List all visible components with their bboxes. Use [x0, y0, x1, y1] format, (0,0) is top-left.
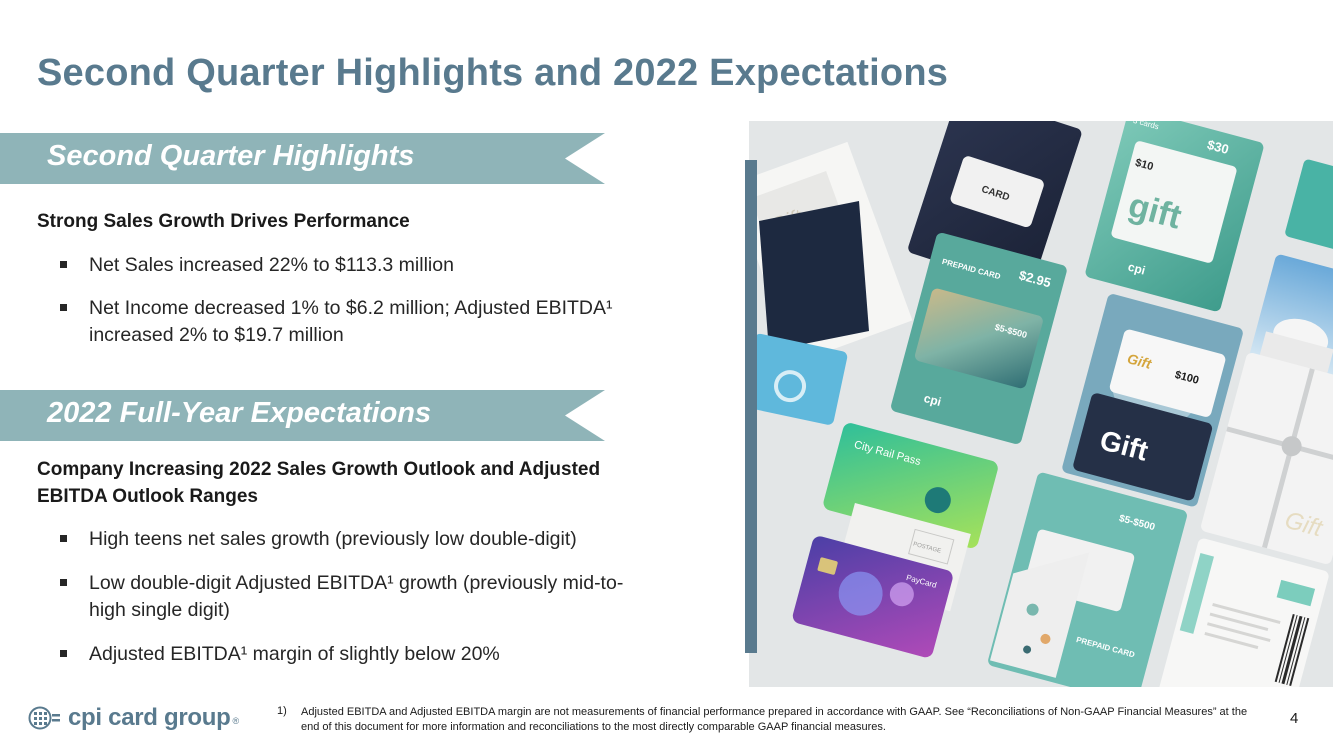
banner-title: 2022 Full-Year Expectations	[47, 397, 432, 429]
logo-text: cpi card group	[68, 704, 231, 731]
footnote-text: Adjusted EBITDA and Adjusted EBITDA marg…	[301, 706, 1248, 733]
highlights-list: Net Sales increased 22% to $113.3 millio…	[60, 252, 660, 365]
bullet-square-icon	[60, 535, 67, 542]
bullet-square-icon	[60, 650, 67, 657]
photo-text: cpi	[922, 391, 942, 409]
slide-title: Second Quarter Highlights and 2022 Expec…	[37, 52, 949, 94]
bullet-square-icon	[60, 304, 67, 311]
bullet-text: Net Income decreased 1% to $6.2 million;…	[89, 297, 613, 346]
page-number: 4	[1290, 710, 1299, 727]
photo-text: $30	[1206, 137, 1231, 157]
section-subhead: Company Increasing 2022 Sales Growth Out…	[37, 459, 601, 507]
bullet-text: High teens net sales growth (previously …	[89, 528, 577, 550]
photo-text: Gift	[1126, 350, 1155, 372]
bullet-square-icon	[60, 579, 67, 586]
banner-shape	[0, 390, 605, 441]
section-banner-highlights: Second Quarter Highlights	[0, 133, 605, 184]
photo-text: cpi	[1126, 260, 1146, 278]
section-subhead: Strong Sales Growth Drives Performance	[37, 211, 410, 232]
section-banner-expectations: 2022 Full-Year Expectations	[0, 390, 605, 441]
footnote-number: 1)	[277, 705, 287, 717]
list-item: High teens net sales growth (previously …	[60, 526, 660, 553]
product-collage-image: Gift CARD $30 $10 gift cpi 3 cards PREPA	[749, 121, 1333, 687]
bullet-text: Net Sales increased 22% to $113.3 millio…	[89, 254, 454, 276]
bullet-text: Low double-digit Adjusted EBITDA¹ growth…	[89, 572, 624, 621]
banner-shape	[0, 133, 605, 184]
list-item: Net Income decreased 1% to $6.2 million;…	[60, 295, 660, 349]
expectations-list: High teens net sales growth (previously …	[60, 526, 660, 685]
photo-text: $10	[1134, 157, 1155, 173]
company-logo: cpi card group ®	[28, 704, 239, 732]
list-item: Adjusted EBITDA¹ margin of slightly belo…	[60, 641, 660, 668]
list-item: Net Sales increased 22% to $113.3 millio…	[60, 252, 660, 279]
photo-accent-bar	[745, 160, 757, 653]
bullet-text: Adjusted EBITDA¹ margin of slightly belo…	[89, 643, 500, 665]
bullet-square-icon	[60, 261, 67, 268]
list-item: Low double-digit Adjusted EBITDA¹ growth…	[60, 570, 660, 624]
banner-title: Second Quarter Highlights	[47, 140, 415, 172]
photo-text: 3 cards	[1132, 121, 1160, 131]
cpi-globe-icon	[28, 706, 60, 730]
registered-mark: ®	[232, 716, 240, 726]
